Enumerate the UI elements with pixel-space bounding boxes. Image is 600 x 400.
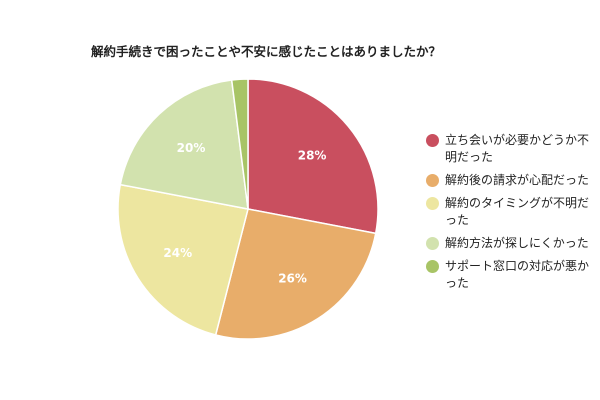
pie-slice-3 <box>117 183 249 336</box>
legend-label: 解約のタイミングが不明だった <box>445 196 590 227</box>
legend-label: 解約方法が探しにくかった <box>445 236 589 250</box>
legend-swatch <box>426 260 439 273</box>
chart-title: 解約手続きで困ったことや不安に感じたことはありましたか？ <box>91 44 442 59</box>
slice-value-label: 26% <box>278 272 307 286</box>
legend-item: 解約のタイミングが不明だった <box>426 195 600 229</box>
legend-swatch <box>426 134 439 147</box>
legend-swatch <box>426 237 439 250</box>
legend-item: 解約後の請求が心配だった <box>426 172 600 189</box>
legend-swatch <box>426 174 439 187</box>
legend-label: 解約後の請求が心配だった <box>445 173 590 187</box>
slice-value-label: 20% <box>177 141 206 155</box>
slice-value-label: 24% <box>163 246 192 260</box>
pie-slice-2 <box>214 208 377 340</box>
slice-value-label: 28% <box>298 148 327 162</box>
legend-item: 解約方法が探しにくかった <box>426 235 600 252</box>
legend-item: サポート窓口の対応が悪かった <box>426 258 600 292</box>
legend-label: サポート窓口の対応が悪かった <box>445 259 590 290</box>
legend: 立ち会いが必要かどうか不明だった解約後の請求が心配だった解約のタイミングが不明だ… <box>426 132 600 298</box>
pie-slice-4 <box>119 79 249 210</box>
pie-slice-5 <box>230 78 249 210</box>
legend-item: 立ち会いが必要かどうか不明だった <box>426 132 600 166</box>
legend-label: 立ち会いが必要かどうか不明だった <box>445 133 590 164</box>
legend-swatch <box>426 197 439 210</box>
pie-slice-1 <box>247 78 379 235</box>
